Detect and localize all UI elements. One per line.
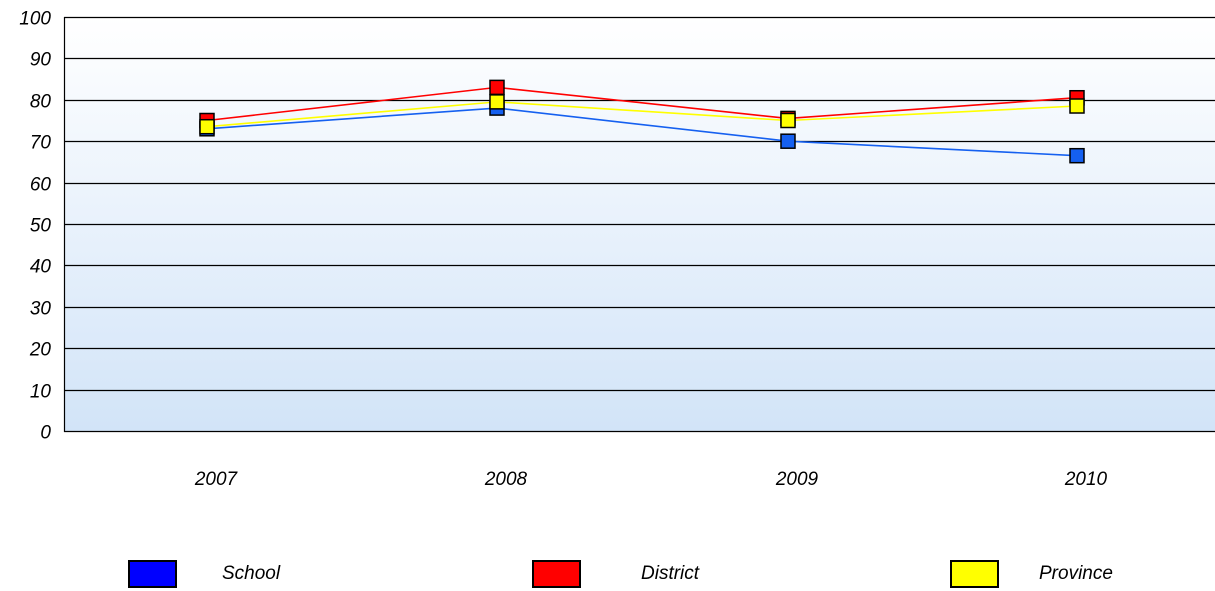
x-tick-label: 2008 [484, 469, 528, 490]
legend: School District Province [0, 558, 1215, 591]
y-tick-label: 20 [29, 340, 52, 361]
y-tick-label: 40 [30, 257, 52, 278]
y-tick-label: 60 [30, 175, 52, 196]
legend-swatch-school [128, 560, 177, 588]
y-axis-ticks: 0 10 20 30 40 50 60 70 80 90 100 [19, 9, 51, 444]
series-line-school [206, 107, 1078, 157]
gridlines [63, 16, 1215, 433]
y-tick-label: 10 [30, 382, 52, 403]
legend-label-province: Province [1039, 563, 1113, 584]
legend-swatch-province [950, 560, 999, 588]
x-tick-label: 2009 [775, 469, 819, 490]
marker-school [1069, 147, 1085, 164]
marker-district [489, 79, 505, 96]
y-tick-label: 30 [30, 299, 52, 320]
y-tick-label: 0 [40, 423, 51, 444]
y-tick-label: 80 [30, 92, 52, 113]
series-line-province [206, 101, 1078, 128]
marker-province [1069, 98, 1085, 114]
series-line-district [206, 86, 1078, 122]
marker-province [780, 112, 796, 129]
legend-label-school: School [222, 563, 281, 584]
y-tick-label: 100 [19, 9, 51, 30]
y-tick-label: 50 [30, 216, 52, 237]
series-lines [206, 86, 1078, 157]
x-tick-label: 2007 [194, 469, 239, 490]
marker-province [199, 118, 215, 135]
legend-swatch-district [532, 560, 581, 588]
x-tick-label: 2010 [1064, 469, 1108, 490]
legend-label-district: District [641, 563, 700, 584]
marker-province [489, 94, 505, 110]
y-tick-label: 70 [30, 133, 52, 154]
marker-school [780, 133, 796, 149]
y-tick-label: 90 [30, 50, 52, 71]
series-markers [199, 79, 1085, 164]
x-axis-ticks: 2007 2008 2009 2010 [194, 469, 1108, 490]
line-chart: 0 10 20 30 40 50 60 70 80 90 100 2007 2008 2009 2010 [19, 9, 1215, 490]
